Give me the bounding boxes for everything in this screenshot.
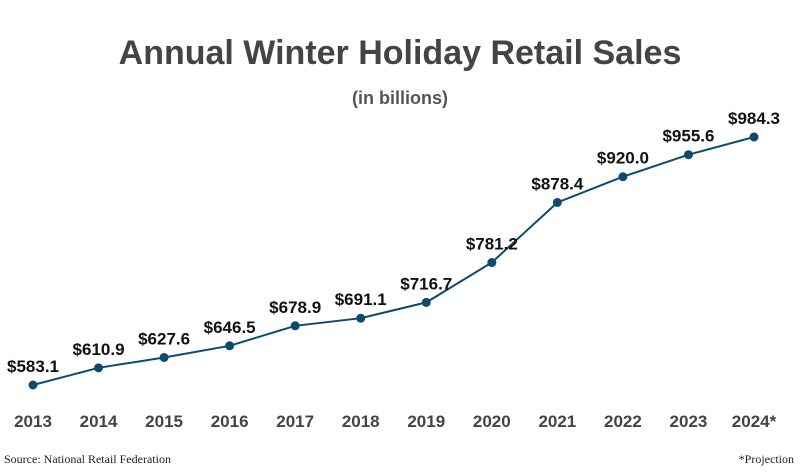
data-point-2021 [552,197,562,207]
x-tick-label-2018: 2018 [342,412,380,431]
x-tick-label-2013: 2013 [14,412,52,431]
data-label-2013: $583.1 [7,357,59,376]
data-label-2022: $920.0 [597,149,649,168]
data-labels: $583.1 $610.9 $627.6 $646.5 $678.9 $691.1 $716… [7,109,780,376]
data-point-2020 [487,258,497,268]
x-tick-label-2017: 2017 [276,412,314,431]
x-tick-label-2015: 2015 [145,412,183,431]
data-label-2016: $646.5 [204,318,256,337]
data-point-2014 [94,363,104,373]
x-tick-label-2022: 2022 [604,412,642,431]
x-tick-label-2014: 2014 [80,412,118,431]
data-point-2024 [749,132,759,142]
data-label-2023: $955.6 [662,127,714,146]
x-axis-tick-labels: 2013 2014 2015 2016 2017 2018 2019 2020 2021 2022… [14,412,777,431]
data-point-2013 [28,380,38,390]
chart-title: Annual Winter Holiday Retail Sales [118,34,682,72]
chart-subtitle: (in billions) [352,88,448,108]
source-note: Source: National Retail Federation [4,452,171,466]
data-point-2017 [290,321,300,331]
data-point-2016 [225,341,235,351]
data-label-2018: $691.1 [335,290,387,309]
series-line [32,136,755,386]
data-label-2017: $678.9 [269,298,321,317]
x-tick-label-2019: 2019 [407,412,445,431]
data-label-2019: $716.7 [400,274,452,293]
data-point-2019 [421,297,431,307]
data-point-2022 [618,172,628,182]
data-label-2014: $610.9 [73,340,125,359]
data-point-2023 [683,150,693,160]
data-point-2018 [356,313,366,323]
data-point-2015 [159,352,169,362]
data-label-2015: $627.6 [138,329,190,348]
x-tick-label-2021: 2021 [538,412,576,431]
x-tick-label-2016: 2016 [211,412,249,431]
data-label-2020: $781.2 [466,235,518,254]
x-tick-label-2023: 2023 [670,412,708,431]
x-tick-label-2024: 2024* [732,412,777,431]
x-tick-label-2020: 2020 [473,412,511,431]
data-label-2024: $984.3 [728,109,780,128]
data-label-2021: $878.4 [531,174,584,193]
data-points [28,132,759,390]
projection-note: *Projection [738,452,794,466]
